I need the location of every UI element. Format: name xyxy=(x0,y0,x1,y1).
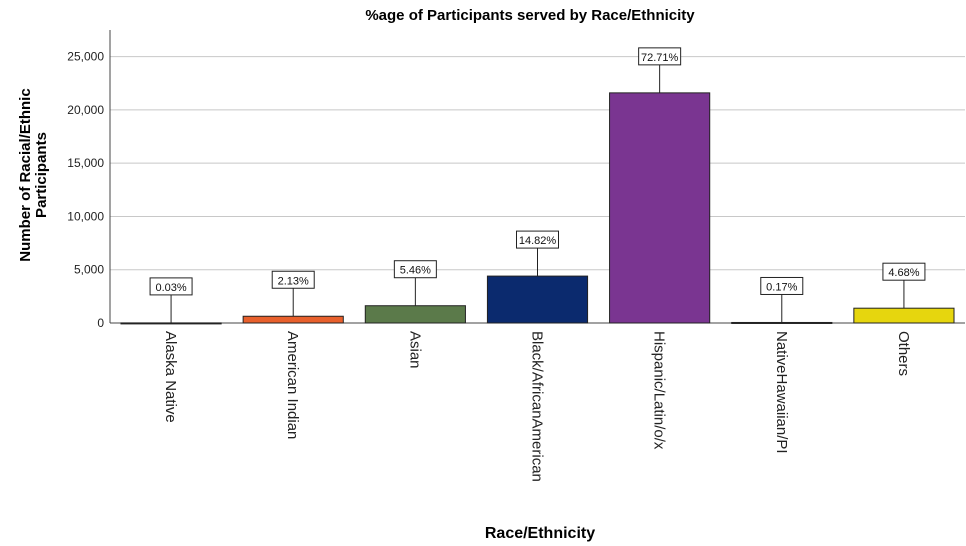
data-label: 72.71% xyxy=(638,47,682,66)
data-label-text: 14.82% xyxy=(519,235,557,247)
y-axis-title-line: Participants xyxy=(33,132,50,218)
data-label-text: 0.03% xyxy=(155,282,186,294)
bar xyxy=(731,321,833,324)
data-label: 0.17% xyxy=(760,276,804,295)
x-tick-label: NativeHawaiian/PI xyxy=(773,331,790,454)
y-tick-label: 10,000 xyxy=(67,209,104,223)
data-label-text: 2.13% xyxy=(278,275,309,287)
data-label-text: 5.46% xyxy=(400,265,431,277)
x-tick-label: Asian xyxy=(406,331,423,369)
y-tick-label: 25,000 xyxy=(67,50,104,64)
data-label: 14.82% xyxy=(516,230,559,249)
y-tick-label: 15,000 xyxy=(67,156,104,170)
data-label-text: 0.17% xyxy=(766,281,797,293)
bar xyxy=(242,315,344,324)
x-tick-label: Alaska Native xyxy=(162,331,179,423)
x-tick-label: American Indian xyxy=(284,331,301,439)
chart-title: %age of Participants served by Race/Ethn… xyxy=(365,7,695,24)
bar xyxy=(609,92,711,324)
data-label-box xyxy=(760,276,804,295)
bar xyxy=(853,307,955,324)
data-label-box xyxy=(638,47,682,66)
y-axis-title-line: Number of Racial/Ethnic xyxy=(17,88,34,261)
data-label-box xyxy=(516,230,559,249)
bar xyxy=(486,275,589,324)
x-tick-label: Hispanic/Latin/o/x xyxy=(651,331,668,450)
data-label-box xyxy=(393,260,437,279)
data-label-box xyxy=(882,262,926,281)
data-label-box xyxy=(271,270,315,289)
y-tick-label: 5,000 xyxy=(74,263,104,277)
data-label: 2.13% xyxy=(271,270,315,289)
x-tick-label: Black/AfricanAmerican xyxy=(529,331,546,482)
x-tick-label: Others xyxy=(895,331,912,376)
y-tick-label: 0 xyxy=(97,316,104,330)
y-axis-title: Number of Racial/Ethnic Participants xyxy=(17,88,50,261)
data-label-text: 4.68% xyxy=(888,267,919,279)
x-axis-title: Race/Ethnicity xyxy=(485,525,595,542)
y-tick-label: 20,000 xyxy=(67,103,104,117)
bar xyxy=(120,322,222,325)
bar xyxy=(364,305,466,324)
data-label: 0.03% xyxy=(149,277,193,296)
data-label: 5.46% xyxy=(393,260,437,279)
data-label-box xyxy=(149,277,193,296)
data-label: 4.68% xyxy=(882,262,926,281)
data-label-text: 72.71% xyxy=(641,52,679,64)
